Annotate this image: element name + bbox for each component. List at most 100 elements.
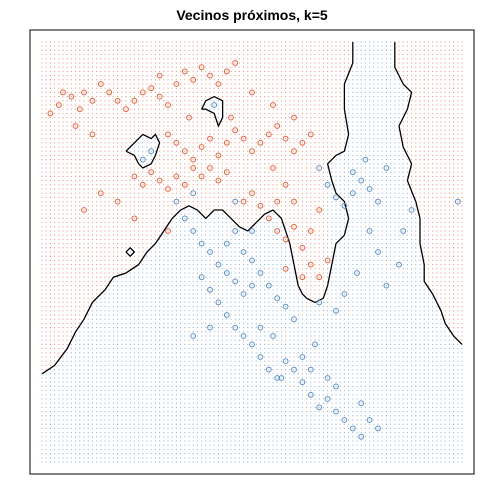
grid-dot bbox=[243, 336, 244, 337]
grid-dot bbox=[46, 327, 47, 328]
grid-dot bbox=[218, 399, 219, 400]
grid-dot bbox=[184, 277, 185, 278]
grid-dot bbox=[168, 63, 169, 64]
grid-dot bbox=[189, 445, 190, 446]
grid-dot bbox=[126, 58, 127, 59]
grid-dot bbox=[151, 193, 152, 194]
grid-dot bbox=[109, 281, 110, 282]
grid-dot bbox=[210, 50, 211, 51]
grid-dot bbox=[205, 42, 206, 43]
grid-dot bbox=[105, 138, 106, 139]
grid-dot bbox=[88, 130, 89, 131]
grid-dot bbox=[197, 319, 198, 320]
grid-dot bbox=[163, 403, 164, 404]
grid-dot bbox=[235, 289, 236, 290]
grid-dot bbox=[168, 147, 169, 148]
grid-dot bbox=[205, 117, 206, 118]
grid-dot bbox=[222, 189, 223, 190]
grid-dot bbox=[100, 277, 101, 278]
grid-dot bbox=[46, 449, 47, 450]
grid-dot bbox=[239, 390, 240, 391]
grid-dot bbox=[109, 289, 110, 290]
grid-dot bbox=[218, 428, 219, 429]
grid-dot bbox=[147, 96, 148, 97]
grid-dot bbox=[92, 88, 93, 89]
grid-dot bbox=[176, 210, 177, 211]
grid-dot bbox=[151, 390, 152, 391]
grid-dot bbox=[243, 285, 244, 286]
grid-dot bbox=[121, 210, 122, 211]
grid-dot bbox=[168, 277, 169, 278]
grid-dot bbox=[231, 277, 232, 278]
grid-dot bbox=[235, 407, 236, 408]
grid-dot bbox=[46, 210, 47, 211]
grid-dot bbox=[42, 113, 43, 114]
grid-dot bbox=[243, 42, 244, 43]
grid-dot bbox=[201, 252, 202, 253]
grid-dot bbox=[222, 193, 223, 194]
grid-dot bbox=[222, 453, 223, 454]
grid-dot bbox=[172, 348, 173, 349]
grid-dot bbox=[180, 256, 181, 257]
grid-dot bbox=[142, 247, 143, 248]
grid-dot bbox=[218, 100, 219, 101]
grid-dot bbox=[63, 319, 64, 320]
grid-dot bbox=[159, 407, 160, 408]
grid-dot bbox=[189, 172, 190, 173]
grid-dot bbox=[243, 222, 244, 223]
grid-dot bbox=[134, 163, 135, 164]
grid-dot bbox=[155, 386, 156, 387]
grid-dot bbox=[130, 42, 131, 43]
grid-dot bbox=[147, 289, 148, 290]
grid-dot bbox=[214, 231, 215, 232]
grid-dot bbox=[75, 390, 76, 391]
grid-dot bbox=[155, 180, 156, 181]
grid-dot bbox=[63, 273, 64, 274]
grid-dot bbox=[100, 441, 101, 442]
grid-dot bbox=[184, 46, 185, 47]
grid-dot bbox=[155, 84, 156, 85]
grid-dot bbox=[100, 310, 101, 311]
grid-dot bbox=[184, 155, 185, 156]
grid-dot bbox=[84, 105, 85, 106]
grid-dot bbox=[79, 382, 80, 383]
grid-dot bbox=[184, 348, 185, 349]
grid-dot bbox=[189, 63, 190, 64]
grid-dot bbox=[100, 415, 101, 416]
grid-dot bbox=[117, 197, 118, 198]
grid-dot bbox=[247, 357, 248, 358]
grid-dot bbox=[96, 319, 97, 320]
grid-dot bbox=[92, 134, 93, 135]
grid-dot bbox=[100, 369, 101, 370]
grid-dot bbox=[239, 260, 240, 261]
grid-dot bbox=[243, 424, 244, 425]
grid-dot bbox=[54, 67, 55, 68]
grid-dot bbox=[222, 294, 223, 295]
grid-dot bbox=[71, 63, 72, 64]
grid-dot bbox=[210, 180, 211, 181]
grid-dot bbox=[201, 134, 202, 135]
grid-dot bbox=[214, 281, 215, 282]
grid-dot bbox=[168, 449, 169, 450]
grid-dot bbox=[67, 226, 68, 227]
grid-dot bbox=[214, 180, 215, 181]
grid-dot bbox=[226, 369, 227, 370]
grid-dot bbox=[113, 310, 114, 311]
grid-dot bbox=[163, 105, 164, 106]
grid-dot bbox=[58, 462, 59, 463]
grid-dot bbox=[130, 394, 131, 395]
grid-dot bbox=[88, 294, 89, 295]
grid-dot bbox=[50, 151, 51, 152]
grid-dot bbox=[63, 361, 64, 362]
grid-dot bbox=[71, 373, 72, 374]
grid-dot bbox=[163, 256, 164, 257]
grid-dot bbox=[205, 331, 206, 332]
grid-dot bbox=[88, 378, 89, 379]
grid-dot bbox=[96, 163, 97, 164]
grid-dot bbox=[222, 218, 223, 219]
grid-dot bbox=[201, 96, 202, 97]
grid-dot bbox=[197, 277, 198, 278]
grid-dot bbox=[243, 462, 244, 463]
grid-dot bbox=[184, 121, 185, 122]
grid-dot bbox=[71, 54, 72, 55]
